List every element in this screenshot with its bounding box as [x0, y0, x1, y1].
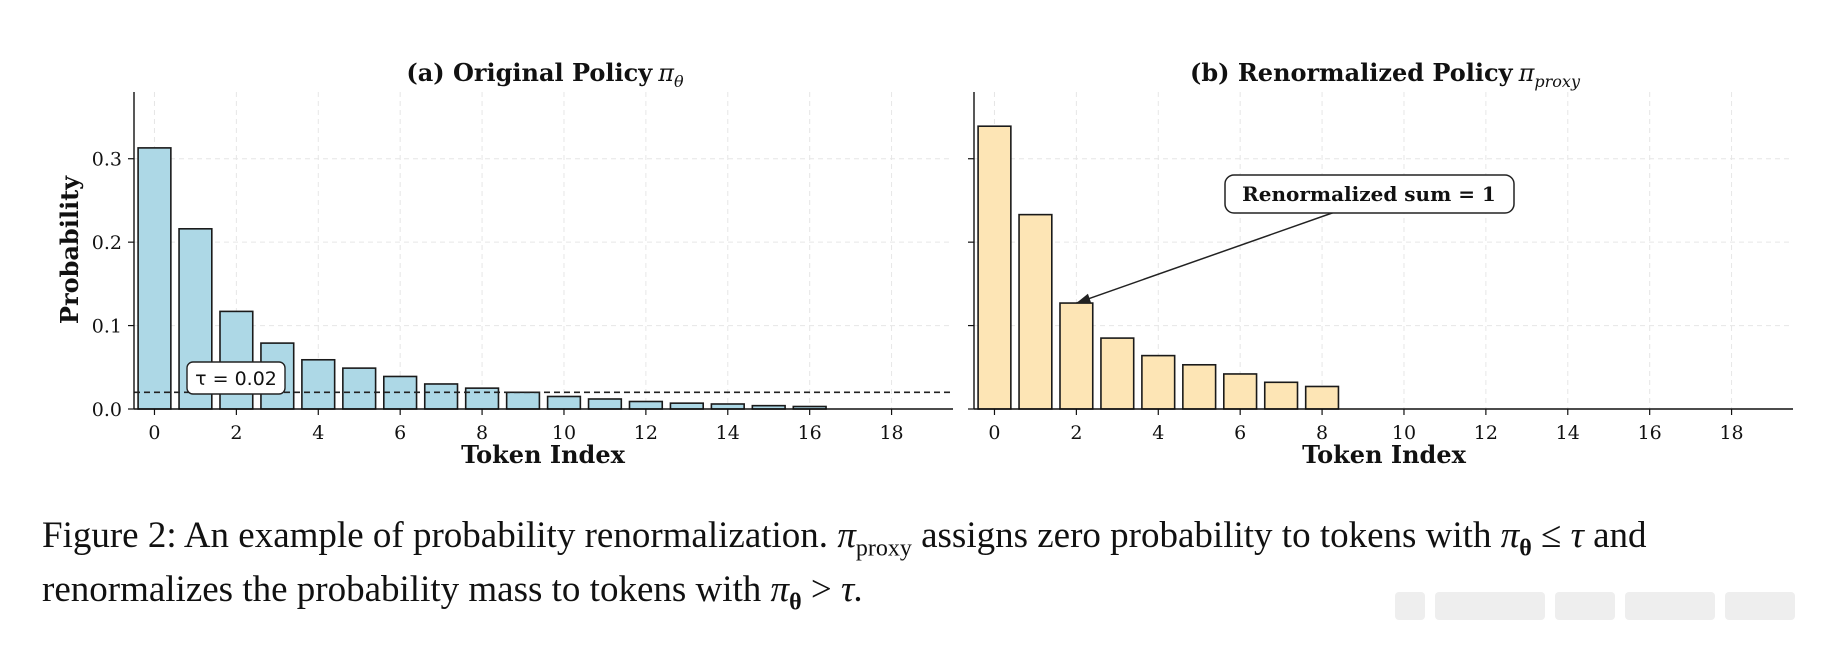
bar-a-14: [710, 403, 745, 410]
caption-pi-theta-2: πθ: [770, 569, 802, 616]
bar-b-6: [1222, 373, 1258, 410]
caption-pi-theta-1: πθ: [1500, 515, 1532, 562]
panel-b-title-text: (b) Renormalized Policy: [1190, 58, 1514, 87]
caption-and: and: [1593, 515, 1647, 556]
x-tick-label: 0: [988, 422, 1000, 444]
x-tick-label: 10: [552, 422, 576, 444]
panel-a-grid: [134, 92, 953, 409]
bar-b-8: [1304, 385, 1340, 410]
annotation-arrow: [1076, 211, 1336, 304]
bar-b-3: [1100, 337, 1135, 410]
x-tick-label: 18: [1719, 422, 1743, 444]
x-tick-label: 10: [1392, 422, 1416, 444]
caption-end: τ.: [841, 569, 864, 611]
caption-proxy-sub: proxy: [855, 535, 912, 562]
watermark: [1395, 592, 1795, 620]
x-tick-label: 14: [716, 422, 740, 444]
x-tick-label: 6: [394, 422, 406, 444]
proxy-subscript: proxy: [1534, 72, 1581, 91]
bar-a-9: [505, 391, 541, 410]
theta-subscript: θ: [674, 72, 684, 91]
x-tick-label: 2: [1070, 422, 1082, 444]
panel-b-title: (b) Renormalized Policy πproxy: [1190, 58, 1581, 91]
panel-a-axes: 0 2 4 6 8 10 12 14 16 18 0.0 0.1 0.2 0.3: [92, 92, 953, 444]
x-tick-label: 8: [1316, 422, 1328, 444]
panel-a-xlabel: Token Index: [461, 440, 626, 469]
x-tick-label: 4: [312, 422, 324, 444]
caption-prefix: Figure 2: An example of probability reno…: [42, 515, 829, 556]
figure-2: (a) Original Policy πθ τ = 0.02 0 2 4 6 8 10 12…: [55, 58, 1793, 469]
bar-a-13: [669, 402, 705, 410]
x-tick-label: 2: [230, 422, 242, 444]
y-tick-label: 0.1: [92, 316, 122, 338]
x-tick-label: 12: [634, 422, 658, 444]
bar-a-8: [464, 387, 500, 410]
x-tick-label: 18: [879, 422, 903, 444]
y-tick-label: 0.0: [92, 399, 122, 421]
x-tick-label: 6: [1234, 422, 1246, 444]
panel-a-title-text: (a) Original Policy: [406, 58, 653, 87]
panel-b-grid: [974, 92, 1793, 409]
bar-b-0: [977, 125, 1012, 410]
tau-label: τ = 0.02: [195, 368, 277, 390]
bar-a-5: [342, 367, 377, 410]
renormalized-annotation: Renormalized sum = 1: [1076, 174, 1515, 304]
panel-a-ylabel: Probability: [55, 175, 84, 324]
caption-tau: τ: [1570, 515, 1584, 556]
bar-b-4: [1141, 354, 1176, 410]
y-tick-label: 0.2: [92, 232, 122, 254]
bar-a-7: [423, 383, 459, 410]
tau-label-box: τ = 0.02: [186, 361, 286, 395]
panel-b-renormalized-policy: (b) Renormalized Policy πproxy 0 2 4 6 8 10 12 1…: [968, 58, 1793, 469]
bar-a-12: [628, 400, 664, 410]
annotation-arrowhead: [1076, 293, 1092, 304]
y-tick-label: 0.3: [92, 149, 122, 171]
x-tick-label: 8: [476, 422, 488, 444]
caption-pi: π: [837, 515, 856, 556]
bar-b-1: [1018, 213, 1053, 410]
panel-a-original-policy: (a) Original Policy πθ τ = 0.02 0 2 4 6 8 10 12…: [55, 58, 953, 469]
bar-a-0: [137, 147, 172, 410]
caption-leq: ≤: [1541, 515, 1562, 556]
bar-a-11: [587, 398, 623, 410]
caption-mid1: assigns zero probability to tokens with: [921, 515, 1492, 556]
figure-caption: Figure 2: An example of probability reno…: [42, 515, 1832, 624]
x-tick-label: 4: [1152, 422, 1164, 444]
bar-a-4: [301, 358, 336, 410]
bar-b-7: [1263, 381, 1299, 410]
x-tick-label: 16: [798, 422, 822, 444]
annotation-label: Renormalized sum = 1: [1242, 182, 1496, 206]
panel-b-xlabel: Token Index: [1302, 440, 1467, 469]
panel-a-title: (a) Original Policy πθ: [406, 58, 684, 91]
panel-b-axes: 0 2 4 6 8 10 12 14 16 18: [968, 92, 1793, 444]
caption-gt: >: [810, 569, 832, 611]
bar-b-2: [1059, 302, 1094, 410]
pi-symbol: π: [1518, 59, 1536, 87]
x-tick-label: 12: [1474, 422, 1498, 444]
x-tick-label: 14: [1556, 422, 1580, 444]
caption-line2: renormalizes the probability mass to tok…: [42, 569, 762, 611]
bar-a-10: [546, 395, 582, 410]
pi-symbol: π: [657, 59, 675, 87]
x-tick-label: 0: [148, 422, 160, 444]
bar-b-5: [1182, 363, 1217, 410]
x-tick-label: 16: [1638, 422, 1662, 444]
